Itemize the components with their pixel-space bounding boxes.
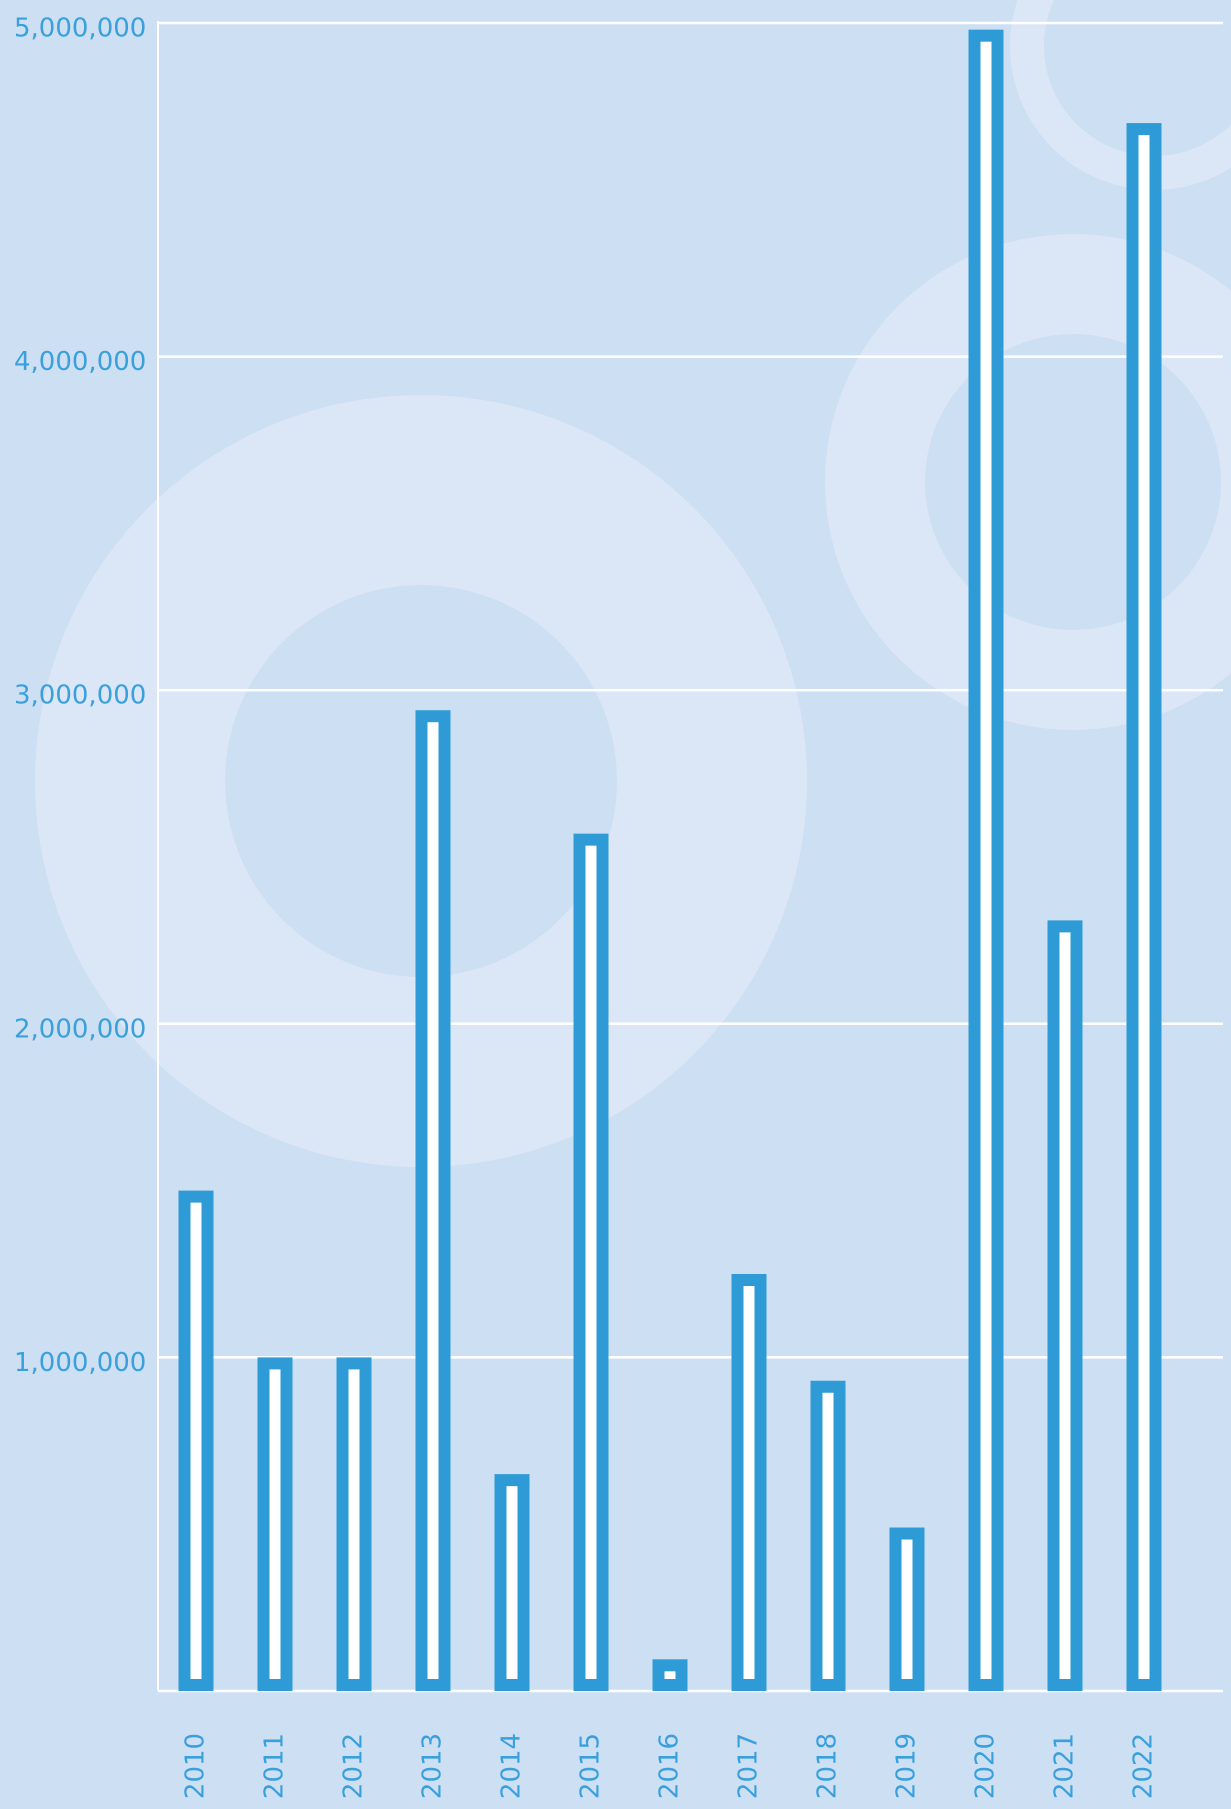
x-tick-label: 2022: [1129, 1733, 1159, 1799]
bar: [415, 710, 451, 1691]
y-tick-label: 5,000,000: [14, 14, 146, 44]
bar: [731, 1274, 767, 1691]
bar: [573, 833, 609, 1691]
x-tick-label: 2012: [339, 1733, 369, 1799]
bar: [1047, 920, 1083, 1691]
x-tick-label: 2014: [497, 1733, 527, 1799]
bar: [810, 1380, 846, 1691]
bar: [968, 29, 1004, 1692]
x-tick-label: 2017: [734, 1733, 764, 1799]
y-tick-label: 2,000,000: [14, 1014, 146, 1044]
bar: [257, 1357, 293, 1692]
x-tick-label: 2020: [971, 1733, 1001, 1799]
x-tick-label: 2010: [181, 1733, 211, 1799]
y-tick-label: 1,000,000: [14, 1348, 146, 1378]
x-tick-label: 2021: [1050, 1733, 1080, 1799]
y-tick-label: 3,000,000: [14, 681, 146, 711]
x-tick-label: 2016: [655, 1733, 685, 1799]
bar: [336, 1357, 372, 1692]
bar: [889, 1527, 925, 1692]
x-tick-label: 2019: [892, 1733, 922, 1799]
x-tick-label: 2015: [576, 1733, 606, 1799]
bar: [494, 1474, 530, 1692]
x-tick-label: 2013: [418, 1733, 448, 1799]
x-tick-label: 2011: [260, 1733, 290, 1799]
bar: [652, 1659, 688, 1691]
bar: [178, 1190, 214, 1691]
x-tick-label: 2018: [813, 1733, 843, 1799]
bar: [1126, 123, 1162, 1692]
y-tick-label: 4,000,000: [14, 347, 146, 377]
